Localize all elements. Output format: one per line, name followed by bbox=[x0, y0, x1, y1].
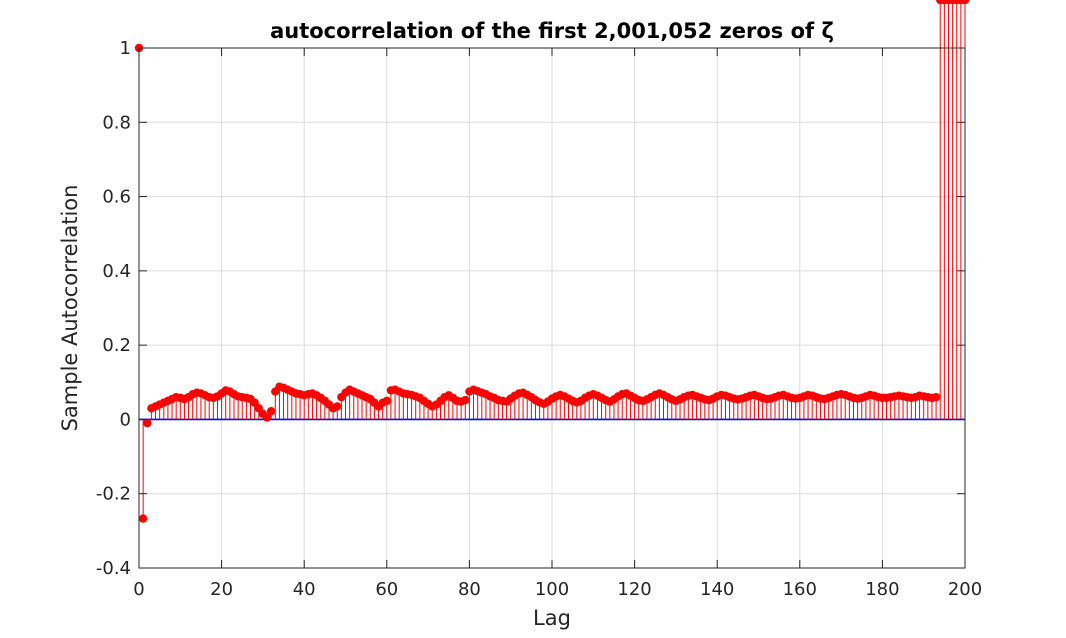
x-tick-label: 180 bbox=[865, 579, 899, 600]
y-tick-label: 1 bbox=[120, 38, 131, 59]
stem-marker bbox=[143, 418, 152, 428]
y-ticks: -0.4 -0.2 0 0.2 0.4 0.6 0.8 1 bbox=[96, 38, 965, 579]
x-tick-label: 120 bbox=[617, 579, 651, 600]
chart-title: autocorrelation of the first 2,001,052 z… bbox=[270, 19, 834, 43]
x-tick-label: 80 bbox=[458, 579, 481, 600]
x-tick-label: 0 bbox=[133, 579, 144, 600]
stem-marker bbox=[138, 514, 148, 523]
stem-markers bbox=[134, 0, 970, 523]
y-tick-label: 0.4 bbox=[102, 261, 131, 282]
stem-marker bbox=[382, 396, 391, 406]
y-tick-label: 0 bbox=[120, 409, 131, 430]
x-tick-label: 140 bbox=[700, 579, 734, 600]
x-tick-label: 200 bbox=[948, 579, 982, 600]
stem-marker bbox=[960, 0, 970, 5]
x-axis-label: Lag bbox=[533, 606, 571, 630]
y-tick-label: 0.8 bbox=[102, 112, 131, 133]
x-tick-label: 160 bbox=[783, 579, 817, 600]
stem-marker bbox=[461, 395, 470, 405]
y-axis-label: Sample Autocorrelation bbox=[58, 185, 82, 432]
y-tick-label: -0.2 bbox=[96, 484, 131, 505]
x-tick-label: 20 bbox=[210, 579, 233, 600]
x-tick-label: 60 bbox=[375, 579, 398, 600]
stem-marker bbox=[266, 407, 276, 416]
stem-marker bbox=[333, 402, 342, 411]
x-tick-label: 40 bbox=[293, 579, 316, 600]
y-tick-label: 0.6 bbox=[102, 187, 131, 208]
x-ticks: 0 20 40 60 80 100 120 140 160 180 200 bbox=[133, 48, 982, 600]
y-tick-label: 0.2 bbox=[102, 335, 131, 356]
stem-marker bbox=[931, 392, 941, 402]
x-tick-label: 100 bbox=[535, 579, 569, 600]
stem-marker bbox=[262, 413, 272, 422]
y-tick-label: -0.4 bbox=[96, 558, 131, 579]
